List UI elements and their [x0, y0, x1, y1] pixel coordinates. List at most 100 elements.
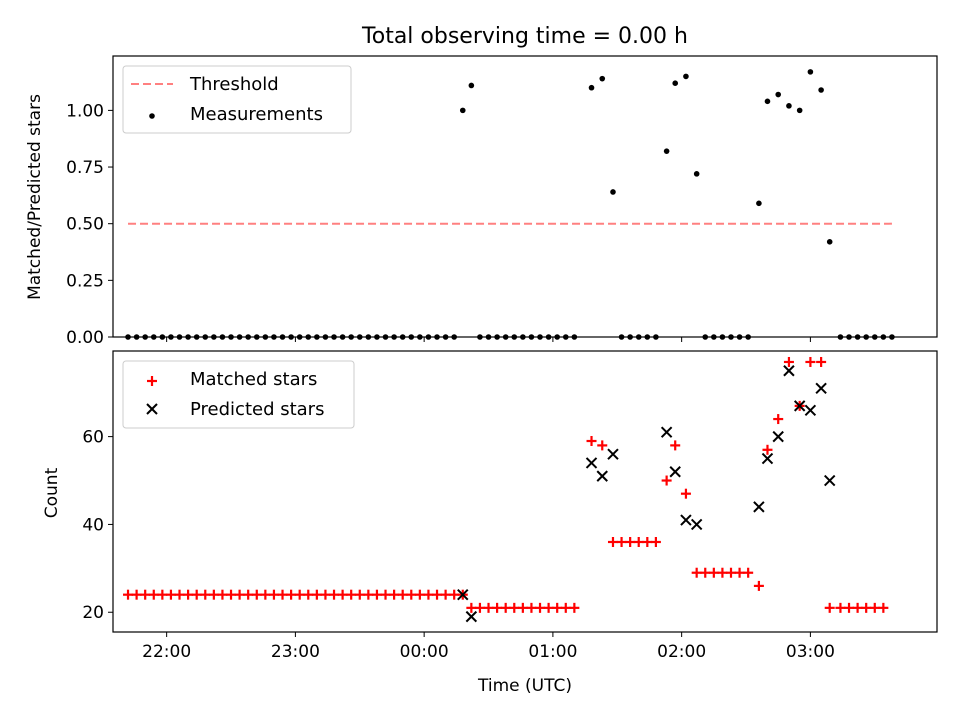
measurement-point	[588, 84, 595, 91]
matched-stars-point	[303, 589, 314, 600]
matched-stars-point	[148, 589, 159, 600]
predicted-stars-point	[793, 400, 806, 412]
matched-stars-point	[337, 589, 348, 600]
ratio-legend-box	[122, 65, 352, 134]
measurement-point	[764, 98, 771, 105]
matched-stars-point	[174, 589, 185, 600]
matched-stars-point	[734, 567, 745, 578]
matched-stars-point	[320, 589, 331, 600]
predicted-stars-point	[824, 474, 836, 487]
matched-stars-point	[286, 589, 297, 600]
matched-stars-point	[661, 475, 672, 486]
count-panel: 20 40 60 22:00 23:00 00:00 01:00 02:00 03:00 Co…	[42, 350, 938, 696]
matched-stars-point	[474, 602, 485, 613]
matched-stars-point	[140, 589, 151, 600]
chart-title: Total observing time = 0.00 h	[361, 24, 688, 49]
matched-stars-point	[423, 589, 434, 600]
measurement-point	[826, 239, 833, 245]
predicted-stars-point	[660, 426, 673, 438]
count-legend: Matched stars Predicted stars	[122, 360, 355, 429]
matched-stars-point	[466, 602, 477, 613]
matched-stars-point	[165, 589, 176, 600]
ratio-plot-area	[125, 69, 895, 340]
predicted-stars-point	[804, 404, 817, 416]
matched-stars-point	[535, 602, 546, 613]
measurement-point	[775, 91, 782, 98]
matched-stars-point	[260, 589, 271, 600]
count-legend-box	[122, 360, 355, 429]
count-axes-frame	[112, 350, 938, 633]
measurement-point	[672, 80, 679, 86]
y-tick-label: 40	[82, 515, 104, 535]
matched-stars-point	[552, 602, 563, 613]
y-tick-label: 0.75	[66, 158, 104, 178]
measurement-point	[796, 107, 803, 114]
measurement-point	[663, 148, 670, 154]
legend-measurements-label: Measurements	[190, 104, 323, 125]
matched-stars-point	[783, 356, 794, 367]
measurement-point	[818, 87, 824, 93]
predicted-stars-point	[585, 457, 598, 469]
matched-stars-point	[123, 589, 134, 600]
matched-stars-point	[670, 440, 681, 451]
matched-stars-point	[852, 602, 863, 613]
predicted-stars-point	[465, 610, 478, 623]
legend-predicted-label: Predicted stars	[190, 399, 324, 420]
measurement-point	[468, 82, 475, 89]
matched-stars-point	[329, 589, 340, 600]
matched-stars-point	[389, 589, 400, 600]
matched-stars-point	[380, 589, 391, 600]
matched-stars-point	[586, 436, 597, 447]
legend-measurements-swatch	[149, 113, 155, 119]
matched-stars-point	[354, 589, 365, 600]
matched-stars-point	[492, 602, 503, 613]
matched-stars-point	[708, 567, 719, 578]
matched-stars-point	[691, 567, 702, 578]
ratio-axes-frame	[112, 55, 938, 338]
measurement-point	[610, 189, 616, 195]
matched-stars-point	[700, 567, 711, 578]
predicted-stars-point	[690, 518, 703, 531]
ratio-x-ticks	[166, 337, 811, 342]
matched-stars-point	[191, 589, 202, 600]
measurement-point	[786, 103, 792, 109]
matched-stars-point	[526, 602, 537, 613]
legend-threshold-label: Threshold	[189, 74, 279, 95]
matched-stars-point	[483, 602, 494, 613]
measurement-point	[683, 73, 689, 80]
matched-stars-point	[607, 536, 618, 547]
ratio-y-ticks: 0.00 0.25 0.50 0.75 1.00	[66, 101, 113, 348]
x-tick-label: 00:00	[400, 642, 449, 662]
matched-stars-point	[844, 602, 855, 613]
predicted-stars-point	[669, 466, 681, 478]
matched-stars-point	[363, 589, 374, 600]
count-plot-area	[123, 356, 889, 623]
matched-stars-point	[397, 589, 408, 600]
predicted-stars-point	[680, 514, 692, 526]
ratio-panel: 0.00 0.25 0.50 0.75 1.00 Matched/Predicted s…	[25, 55, 938, 348]
predicted-stars-point	[753, 501, 765, 513]
matched-stars-point	[824, 602, 835, 613]
y-tick-label: 0.00	[66, 328, 104, 348]
measurement-point	[756, 200, 762, 207]
matched-stars-point	[346, 589, 357, 600]
matched-stars-point	[743, 567, 754, 578]
matched-stars-point	[208, 589, 219, 600]
matched-stars-point	[869, 602, 880, 613]
x-axis-label: Time (UTC)	[477, 676, 572, 696]
matched-stars-point	[432, 589, 443, 600]
matched-stars-point	[805, 356, 816, 367]
matched-stars-point	[243, 589, 254, 600]
matched-stars-point	[861, 602, 872, 613]
matched-stars-point	[200, 589, 211, 600]
legend-predicted-swatch	[146, 403, 158, 415]
matched-stars-point	[543, 602, 554, 613]
matched-stars-point	[440, 589, 451, 600]
matched-stars-point	[251, 589, 262, 600]
matched-stars-point	[642, 536, 653, 547]
measurement-point	[599, 75, 606, 82]
y-tick-label: 60	[82, 428, 104, 448]
legend-matched-label: Matched stars	[190, 369, 317, 390]
matched-stars-point	[449, 589, 460, 600]
